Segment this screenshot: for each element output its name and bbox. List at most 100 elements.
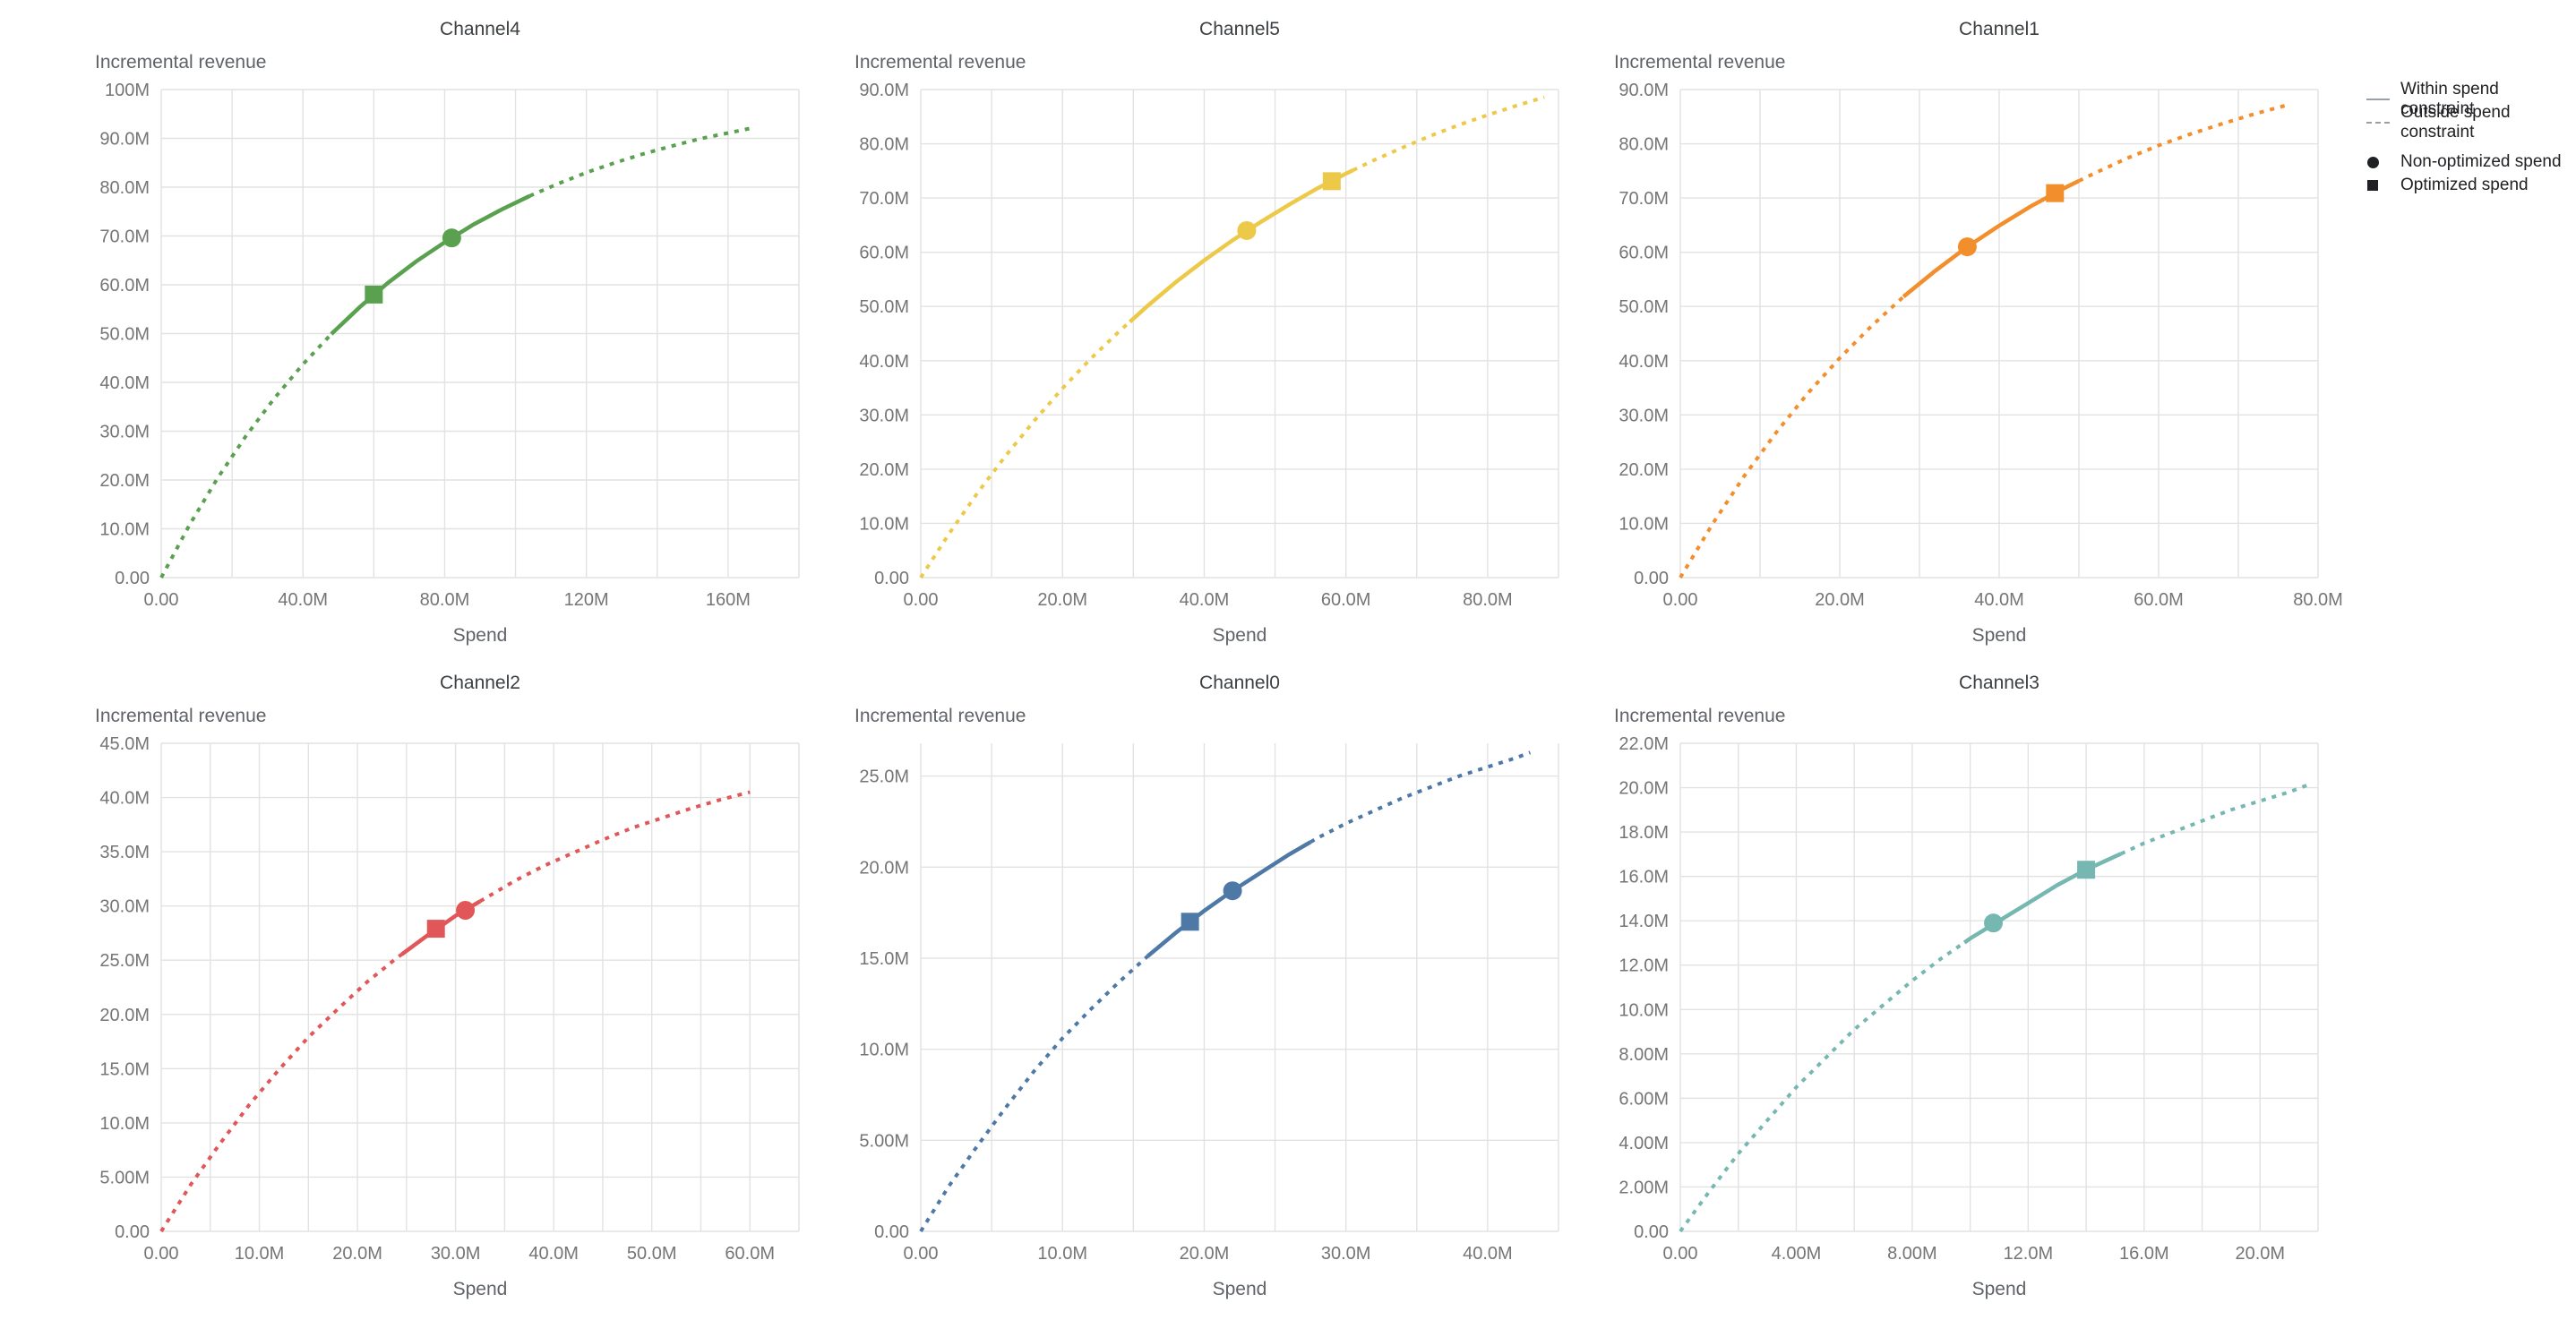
curve-outside-constraint-lower (1679, 295, 1905, 579)
svg-text:100M: 100M (105, 81, 150, 100)
svg-text:50.0M: 50.0M (99, 325, 150, 345)
svg-text:0.00: 0.00 (874, 1222, 909, 1242)
svg-text:60.0M: 60.0M (99, 276, 150, 296)
curve-outside-constraint-lower (1679, 940, 1966, 1233)
svg-text:0.00: 0.00 (1634, 1222, 1669, 1242)
chart-title: Channel1 (1959, 19, 2039, 39)
svg-text:40.0M: 40.0M (1974, 590, 2024, 610)
svg-text:60.0M: 60.0M (2134, 590, 2184, 610)
svg-text:30.0M: 30.0M (1321, 1244, 1371, 1264)
svg-text:40.0M: 40.0M (278, 590, 328, 610)
svg-text:35.0M: 35.0M (99, 843, 150, 862)
x-axis-label: Spend (1971, 1279, 2027, 1299)
svg-text:10.0M: 10.0M (235, 1244, 285, 1264)
svg-text:80.0M: 80.0M (1463, 590, 1513, 610)
svg-text:10.0M: 10.0M (1619, 514, 1669, 534)
svg-text:20.0M: 20.0M (99, 1006, 150, 1025)
svg-text:80.0M: 80.0M (420, 590, 470, 610)
chart-cell-channel5: Channel5 Incremental revenue 0.00 20.0M 40… (838, 5, 1573, 659)
x-tick-labels: 0.00 20.0M 40.0M 60.0M 80.0M (904, 590, 1513, 610)
gridlines (920, 743, 1559, 1232)
y-axis-label: Incremental revenue (95, 52, 267, 73)
x-tick-labels: 0.00 4.00M 8.00M 12.0M 16.0M 20.0M (1663, 1244, 2286, 1264)
svg-text:0.00: 0.00 (1663, 1244, 1698, 1264)
y-axis-label: Incremental revenue (1614, 52, 1786, 73)
legend-item-non-optimized: Non-optimized spend (2366, 150, 2576, 174)
legend-item-outside-constraint: Outside spend constraint (2366, 103, 2576, 141)
svg-text:4.00M: 4.00M (1619, 1134, 1669, 1153)
curve-outside-constraint-upper (1309, 750, 1532, 844)
gridlines (920, 89, 1559, 579)
svg-text:50.0M: 50.0M (859, 297, 909, 317)
svg-text:40.0M: 40.0M (1619, 352, 1669, 372)
svg-text:10.0M: 10.0M (99, 1114, 150, 1134)
x-tick-labels: 0.00 40.0M 80.0M 120M 160M (144, 590, 751, 610)
curve-outside-constraint-upper (2078, 103, 2287, 183)
curve-outside-constraint-lower (159, 332, 333, 579)
svg-text:20.0M: 20.0M (1815, 590, 1865, 610)
svg-text:40.0M: 40.0M (99, 789, 150, 809)
optimized-spend-marker (2077, 861, 2096, 879)
svg-text:30.0M: 30.0M (859, 406, 909, 425)
svg-text:0.00: 0.00 (1634, 569, 1669, 588)
svg-text:8.00M: 8.00M (1887, 1244, 1937, 1264)
legend-label: Within spend constraint (2400, 80, 2499, 118)
svg-text:16.0M: 16.0M (1619, 868, 1669, 887)
svg-text:40.0M: 40.0M (528, 1244, 579, 1264)
svg-text:12.0M: 12.0M (1619, 956, 1669, 976)
x-tick-labels: 0.00 10.0M 20.0M 30.0M 40.0M (904, 1244, 1513, 1264)
y-tick-labels: 0.00 10.0M 20.0M 30.0M 40.0M 50.0M 60.0M 70.0M 8… (1619, 81, 1669, 588)
non-optimized-spend-marker (1984, 913, 2004, 933)
svg-text:20.0M: 20.0M (859, 460, 909, 480)
chart-cell-channel3: Channel3 Incremental revenue 0.00 4.00M 8.… (1598, 659, 2332, 1313)
curve-within-constraint (330, 193, 531, 336)
response-curve-plot: 0.00 20.0M 40.0M 60.0M 80.0M 0.00 10.0M 20.0M 30… (1619, 81, 2342, 610)
legend-label: Outside spend constraint (2400, 103, 2511, 141)
chart-cell-channel0: Channel0 Incremental revenue 0.00 10.0M 20… (838, 659, 1573, 1313)
svg-text:20.0M: 20.0M (1619, 460, 1669, 480)
svg-text:60.0M: 60.0M (725, 1244, 775, 1264)
curve-outside-constraint-upper (478, 790, 751, 904)
y-axis-label: Incremental revenue (95, 706, 267, 726)
x-axis-label: Spend (1971, 625, 2027, 646)
svg-text:40.0M: 40.0M (859, 352, 909, 372)
legend-item-within-constraint: Within spend constraint (2366, 80, 2576, 118)
chart-cell-channel4: Channel4 Incremental revenue 0.00 40.0M 80… (79, 5, 813, 659)
svg-text:20.0M: 20.0M (99, 471, 150, 491)
svg-text:30.0M: 30.0M (99, 897, 150, 917)
response-curve-plot: 0.00 4.00M 8.00M 12.0M 16.0M 20.0M 0.00 2.00M 4.… (1619, 734, 2319, 1264)
chart-title: Channel0 (1199, 673, 1280, 693)
curve-outside-constraint-lower (919, 955, 1149, 1233)
curve-within-constraint (1128, 168, 1354, 324)
curve-outside-constraint-upper (528, 126, 751, 198)
non-optimized-spend-marker (1223, 881, 1242, 901)
non-optimized-spend-marker (1237, 220, 1257, 240)
y-tick-labels: 0.00 10.0M 20.0M 30.0M 40.0M 50.0M 60.0M 70.0M 8… (99, 81, 150, 588)
svg-text:20.0M: 20.0M (2235, 1244, 2285, 1264)
svg-text:70.0M: 70.0M (1619, 189, 1669, 209)
x-axis-label: Spend (1212, 625, 1267, 646)
svg-text:80.0M: 80.0M (2293, 590, 2343, 610)
y-axis-label: Incremental revenue (1614, 706, 1786, 726)
y-tick-labels: 0.00 5.00M 10.0M 15.0M 20.0M 25.0M (859, 767, 909, 1242)
curve-within-constraint (1962, 852, 2122, 945)
svg-text:160M: 160M (706, 590, 751, 610)
response-curve-plot: 0.00 10.0M 20.0M 30.0M 40.0M 0.00 5.00M 10.0M 15… (859, 743, 1559, 1264)
non-optimized-spend-marker (1957, 237, 1977, 257)
svg-text:0.00: 0.00 (904, 590, 939, 610)
y-tick-labels: 0.00 2.00M 4.00M 6.00M 8.00M 10.0M 12.0M 14.0M 1… (1619, 734, 1669, 1242)
svg-text:12.0M: 12.0M (2004, 1244, 2054, 1264)
svg-text:22.0M: 22.0M (1619, 734, 1669, 754)
svg-text:20.0M: 20.0M (1619, 779, 1669, 799)
x-axis-label: Spend (452, 625, 508, 646)
curve-outside-constraint-lower (919, 320, 1131, 579)
chart-title: Channel4 (440, 19, 520, 39)
chart-cell-channel1: Channel1 Incremental revenue 0.00 20.0M 40… (1598, 5, 2343, 659)
svg-text:80.0M: 80.0M (99, 178, 150, 198)
svg-text:25.0M: 25.0M (859, 767, 909, 787)
svg-text:30.0M: 30.0M (431, 1244, 481, 1264)
response-curve-plot: 0.00 20.0M 40.0M 60.0M 80.0M 0.00 10.0M 20.0M 30… (859, 81, 1559, 610)
svg-text:14.0M: 14.0M (1619, 912, 1669, 931)
svg-text:15.0M: 15.0M (99, 1059, 150, 1079)
circle-marker-icon (2366, 155, 2391, 169)
